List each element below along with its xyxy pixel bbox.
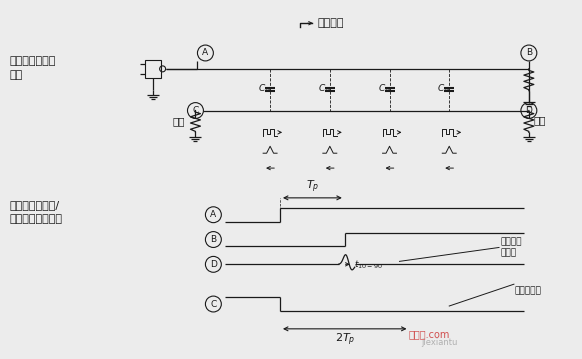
Text: 远端: 远端 bbox=[534, 116, 546, 126]
Text: 近端: 近端 bbox=[173, 116, 185, 126]
Text: $C_M$: $C_M$ bbox=[437, 83, 451, 95]
Text: $C_M$: $C_M$ bbox=[318, 83, 332, 95]
Text: A: A bbox=[203, 48, 208, 57]
Text: 互容耦合动作原
理：: 互容耦合动作原 理： bbox=[9, 56, 56, 80]
Text: B: B bbox=[526, 48, 532, 57]
Text: $2T_p$: $2T_p$ bbox=[335, 332, 355, 348]
Text: C: C bbox=[210, 299, 217, 308]
Bar bbox=[145, 60, 161, 78]
Text: 驱动信号: 驱动信号 bbox=[318, 18, 345, 28]
Text: D: D bbox=[210, 260, 217, 269]
Text: jiexiantu: jiexiantu bbox=[421, 338, 457, 347]
Text: $C_M$: $C_M$ bbox=[258, 83, 272, 95]
Text: 输入信号
的导数: 输入信号 的导数 bbox=[501, 237, 523, 257]
Text: A: A bbox=[210, 210, 217, 219]
Text: $T_p$: $T_p$ bbox=[306, 178, 319, 195]
Text: 总面积相等: 总面积相等 bbox=[515, 286, 542, 295]
Text: $t_{10-90}$: $t_{10-90}$ bbox=[354, 258, 382, 271]
Text: C: C bbox=[192, 106, 198, 115]
Text: 捷线图.com: 捷线图.com bbox=[409, 329, 450, 339]
Text: $C_M$: $C_M$ bbox=[378, 83, 391, 95]
Text: D: D bbox=[526, 106, 533, 115]
Text: 互容耦合的正向/
反向串扰的波形：: 互容耦合的正向/ 反向串扰的波形： bbox=[9, 200, 62, 224]
Text: B: B bbox=[210, 235, 217, 244]
